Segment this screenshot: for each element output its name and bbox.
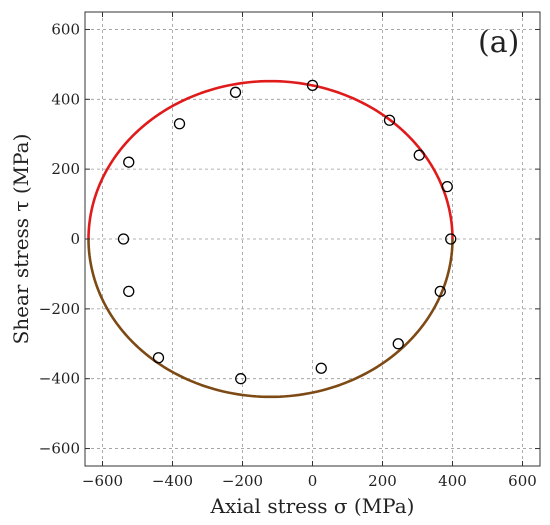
data-point [173,118,186,130]
data-point [315,362,327,374]
data-point [392,338,404,350]
x-tick-label: −600 [82,472,123,490]
data-point [229,86,242,98]
y-tick-label: 600 [51,20,80,38]
x-tick-label: 600 [508,472,537,490]
data-point [413,149,425,161]
curve-lower-arc [87,238,454,399]
fitted-curve [87,79,454,399]
curve-upper-arc [87,79,454,240]
panel-label: (a) [478,25,519,60]
x-tick-label: 200 [368,472,397,490]
data-point [235,373,247,385]
y-tick-label: −600 [39,440,80,458]
y-tick-label: −400 [39,370,80,388]
y-axis-title: Shear stress τ (MPa) [9,134,33,345]
data-point [117,233,130,245]
x-tick-label: 0 [308,472,318,490]
data-point [445,233,457,245]
x-axis-title: Axial stress σ (MPa) [210,494,415,518]
y-tick-label: 200 [51,160,80,178]
x-tick-label: −200 [222,472,263,490]
axis-ticks: −600 −400 −200 0 200 400 600 −600 −400 −200 0 200 40… [39,12,540,490]
data-point [123,156,135,168]
x-tick-label: −400 [152,472,193,490]
data-points [117,79,457,385]
data-point [383,114,396,126]
data-point [152,352,165,364]
x-tick-label: 400 [438,472,467,490]
data-point [123,285,135,298]
data-point [306,79,319,91]
y-tick-label: 400 [51,90,80,108]
grid [85,12,540,466]
data-point [434,285,446,298]
y-tick-label: 0 [70,230,80,248]
y-tick-label: −200 [39,300,80,318]
data-point [441,180,453,193]
